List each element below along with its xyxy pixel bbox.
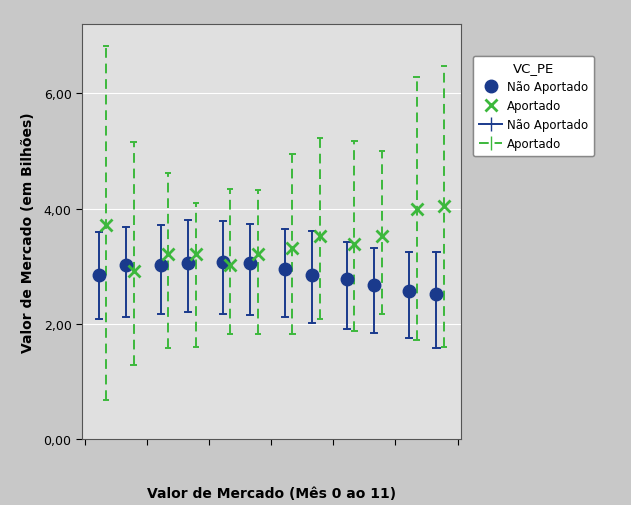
X-axis label: Valor de Mercado (Mês 0 ao 11): Valor de Mercado (Mês 0 ao 11)	[147, 486, 396, 500]
Y-axis label: Valor de Mercado (em Bilhões): Valor de Mercado (em Bilhões)	[21, 112, 35, 352]
Legend: Não Aportado, Aportado, Não Aportado, Aportado: Não Aportado, Aportado, Não Aportado, Ap…	[473, 57, 594, 157]
